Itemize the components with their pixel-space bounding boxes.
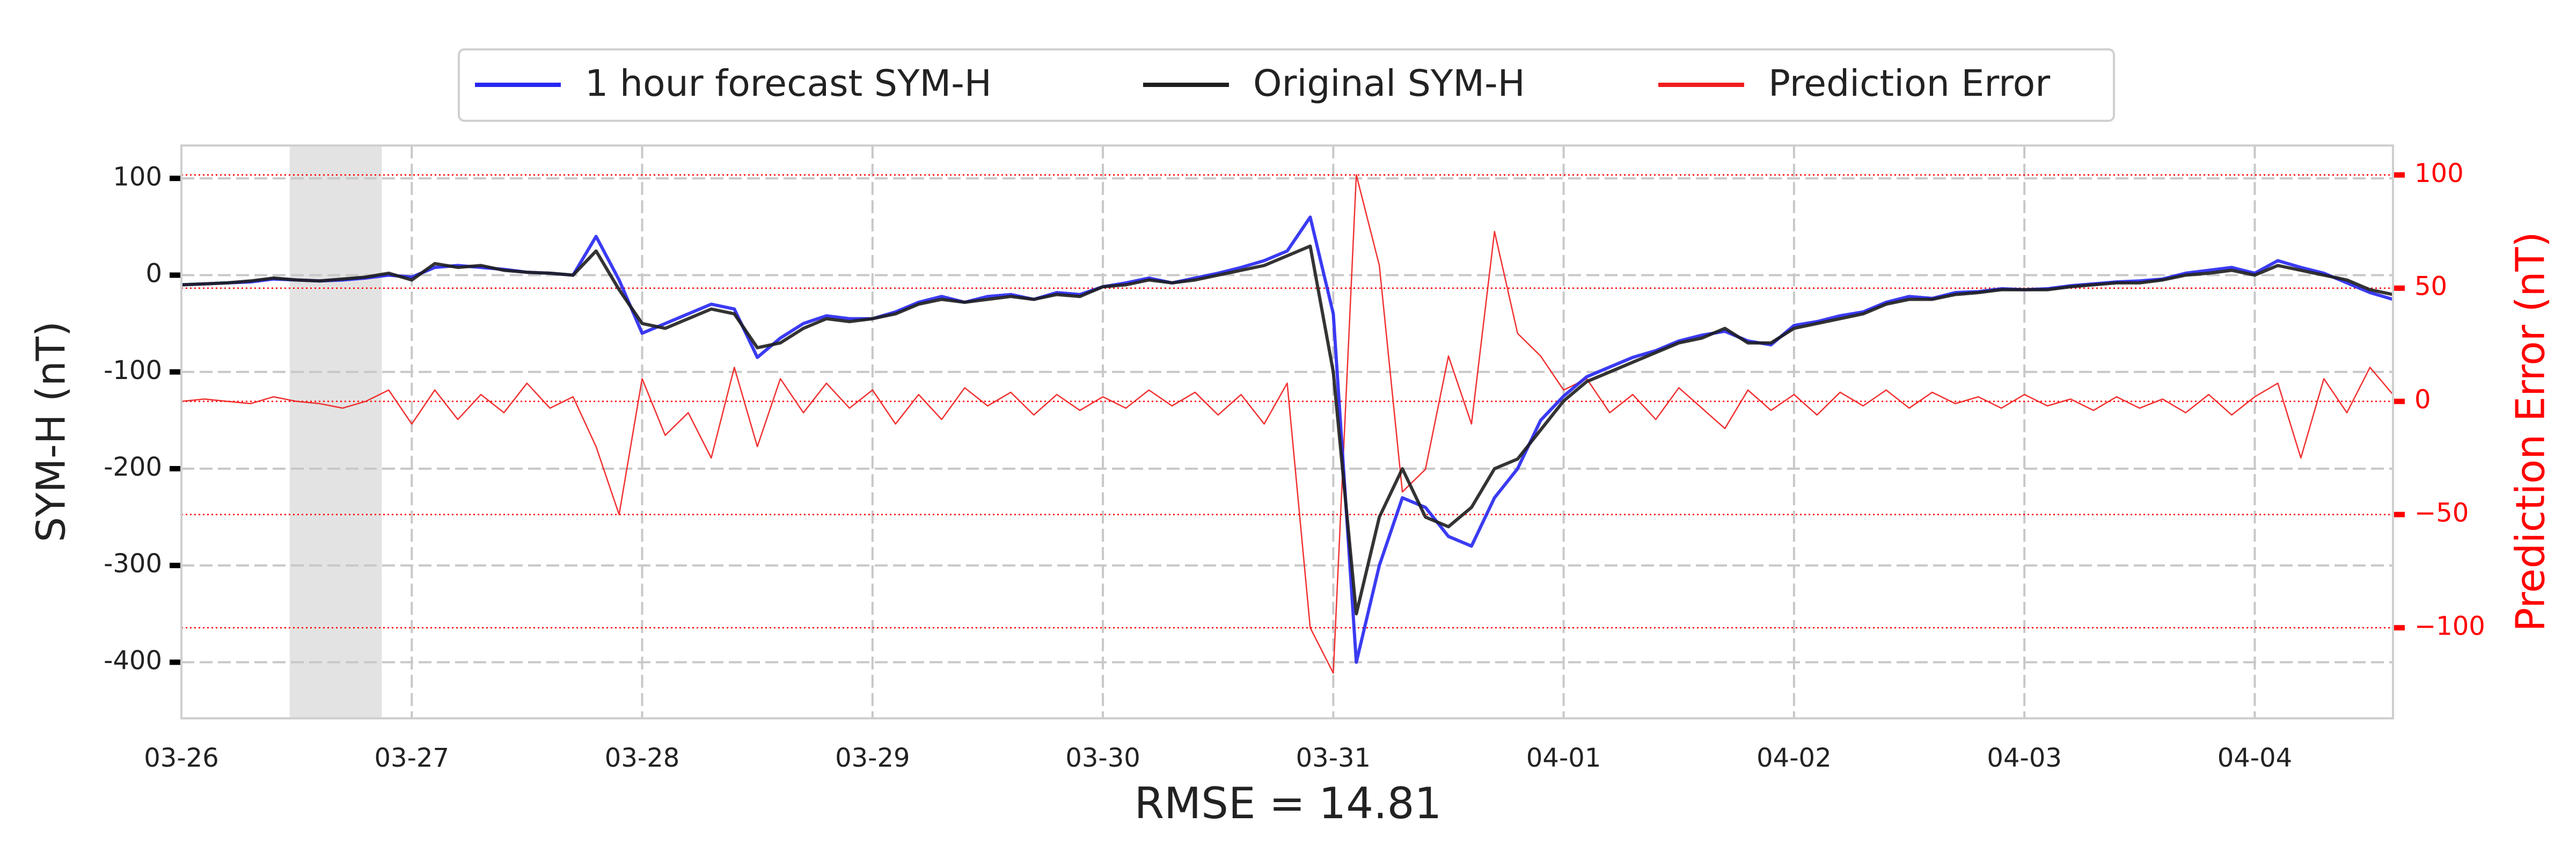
series-line [181,174,2394,674]
y-tick-label: -300 [104,549,162,579]
x-tick-label: 03-27 [375,743,449,773]
x-tick-label: 04-03 [1987,743,2061,773]
x-tick-label: 03-28 [605,743,679,773]
x-tick-label: 03-30 [1065,743,1140,773]
y-tick-label: 100 [113,162,162,192]
x-tick-label: 04-02 [1757,743,1831,773]
y-tick-label: -400 [104,645,162,675]
plot-frame [180,144,2394,719]
x-tick-label: 04-01 [1526,743,1601,773]
y2-tick-label: −100 [2414,611,2485,641]
y-tick-label: -200 [104,452,162,482]
x-tick-label: 03-31 [1296,743,1371,773]
legend-box [458,48,2115,122]
y2-tick-label: 0 [2414,385,2431,415]
shaded-region [289,145,382,718]
x-tick-label: 03-26 [144,743,218,773]
x-tick-label: 03-29 [835,743,910,773]
series-line [181,215,2394,664]
y2-tick-label: 100 [2414,158,2464,188]
y2-axis-label: Prediction Error (nT) [2508,232,2554,632]
y-tick-label: 0 [145,259,162,289]
y-tick-label: -100 [104,355,162,385]
y2-tick-label: 50 [2414,272,2447,302]
legend-label: Prediction Error [1768,63,2050,105]
series-line [181,244,2394,616]
y-axis-label: SYM-H (nT) [28,321,75,542]
rmse-annotation: RMSE = 14.81 [1135,778,1442,828]
y2-tick-label: −50 [2414,498,2469,528]
legend-label: Original SYM-H [1253,63,1525,105]
x-tick-label: 04-04 [2218,743,2292,773]
legend-label: 1 hour forecast SYM-H [585,63,992,105]
